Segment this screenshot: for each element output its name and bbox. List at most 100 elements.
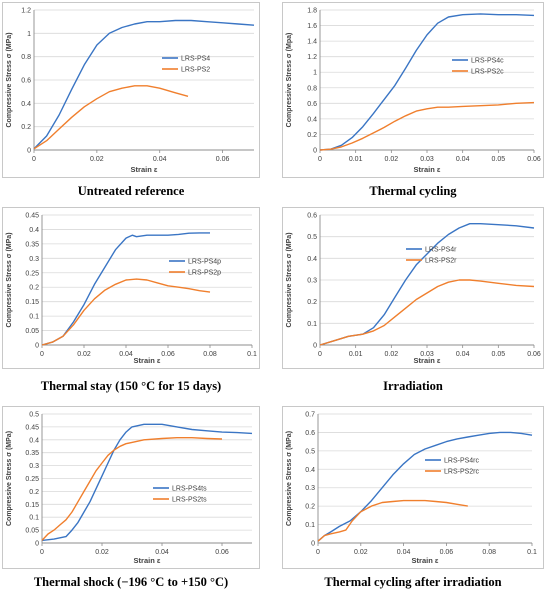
y-tick-label: 0	[27, 148, 31, 155]
series-line-lrs-ps4p	[41, 232, 210, 346]
y-tick-label: 0.4	[29, 227, 39, 234]
y-tick-label: 0.3	[29, 463, 39, 470]
x-axis-label: Strain ε	[414, 165, 441, 174]
y-tick-label: 0.4	[29, 437, 39, 444]
series-line-lrs-ps4rc	[317, 431, 533, 542]
chart-irradiation: 0 0.1 0.2 0.3 0.4 0.5 0.6 0 0.01 0.02 0.03 0.04 0.05…	[282, 207, 544, 369]
y-tick-label: 0.3	[305, 485, 315, 492]
y-tick-label: 0.4	[305, 467, 315, 474]
chart-panel-thermal-shock: 0 0.05 0.1 0.15 0.2 0.25 0.3 0.35 0.4 0.45 0.5 0 0.0…	[2, 406, 260, 569]
chart-thermal-shock: 0 0.05 0.1 0.15 0.2 0.25 0.3 0.35 0.4 0.45 0.5 0 0.0…	[2, 406, 260, 569]
chart-frame	[2, 207, 260, 369]
x-tick-label: 0	[40, 351, 44, 358]
series-line-lrs-ps4	[33, 19, 255, 150]
chart-thermal-stay: 0 0.05 0.1 0.15 0.2 0.25 0.3 0.35 0.4 0.45 0 0.02 0.…	[2, 207, 260, 369]
x-tick-label: 0.02	[95, 549, 109, 556]
y-tick-label: 0.6	[305, 430, 315, 437]
x-tick-label: 0.06	[527, 351, 541, 358]
caption-thermal-cycling: Thermal cycling	[369, 184, 457, 198]
x-tick-label: 0.08	[482, 549, 496, 556]
y-axis-label: Compressive Stress σ (MPa)	[286, 232, 293, 327]
y-tick-label: 0.2	[29, 285, 39, 292]
y-tick-label: 0.6	[307, 101, 317, 108]
y-tick-label: 1.2	[307, 54, 317, 61]
x-axis-label: Strain ε	[134, 356, 161, 365]
y-tick-label: 0.1	[305, 522, 315, 529]
y-tick-label: 0.35	[25, 450, 39, 457]
y-tick-label: 0.15	[25, 502, 39, 509]
caption-thermal-shock: Thermal shock (−196 °C to +150 °C)	[33, 575, 229, 589]
series-line-lrs-ps2p	[41, 278, 211, 346]
series-line-lrs-ps2ts	[41, 437, 223, 541]
series-line-lrs-ps2r	[319, 279, 535, 346]
y-tick-label: 0.35	[25, 241, 39, 248]
y-tick-label: 0.25	[25, 476, 39, 483]
y-tick-label: 0.4	[307, 256, 317, 263]
chart-frame	[282, 207, 544, 369]
series-line-lrs-ps2c	[319, 101, 535, 151]
y-tick-label: 0.05	[25, 328, 39, 335]
series-line-lrs-ps4ts	[41, 423, 253, 542]
x-tick-label: 0.01	[349, 156, 363, 163]
y-tick-label: 0.4	[307, 116, 317, 123]
y-tick-label: 0.2	[307, 299, 317, 306]
y-axis-label: Compressive Stress σ (Mpa)	[286, 33, 293, 128]
y-tick-label: 0.7	[305, 412, 315, 419]
y-axis-label: Compressive Stress σ (MPa)	[6, 232, 13, 327]
x-tick-label: 0	[316, 549, 320, 556]
chart-panel-thermal-cycling: 0 0.2 0.4 0.6 0.8 1 1.2 1.4 1.6 1.8 0 0.01 0.02 0.03 0…	[282, 2, 544, 178]
y-tick-label: 0.3	[307, 278, 317, 285]
x-tick-label: 0.02	[385, 351, 399, 358]
y-tick-label: 0.1	[29, 314, 39, 321]
y-tick-label: 0.5	[307, 234, 317, 241]
legend-label-lrs-ps4ts: LRS-PS4ts	[172, 486, 207, 493]
x-tick-label: 0	[40, 549, 44, 556]
y-tick-label: 0.8	[307, 85, 317, 92]
legend-label-lrs-ps4p: LRS-PS4p	[188, 259, 221, 266]
y-tick-label: 1.4	[307, 39, 317, 46]
chart-panel-irradiation: 0 0.1 0.2 0.3 0.4 0.5 0.6 0 0.01 0.02 0.03 0.04 0.05…	[282, 207, 544, 369]
y-tick-label: 0.8	[21, 54, 31, 61]
chart-panel-cycling-after-irradiation: 0 0.1 0.2 0.3 0.4 0.5 0.6 0.7 0 0.02 0.04 0.06 0.08 0…	[282, 406, 544, 569]
series-line-lrs-ps4c	[319, 13, 535, 151]
x-tick-label: 0.1	[527, 549, 537, 556]
chart-untreated-reference: 0 0.2 0.4 0.6 0.8 1 1.2 0 0.02 0.04 0.06 Strain ε Co…	[2, 2, 260, 178]
caption-thermal-stay: Thermal stay (150 °C for 15 days)	[40, 379, 222, 393]
legend-label-lrs-ps2r: LRS-PS2r	[425, 258, 457, 265]
y-tick-label: 0.5	[29, 412, 39, 419]
y-tick-label: 0.4	[21, 101, 31, 108]
x-tick-label: 0.04	[119, 351, 133, 358]
y-tick-label: 0.15	[25, 299, 39, 306]
y-axis-label: Compressive Stress σ (MPa)	[286, 431, 293, 526]
x-tick-label: 0.06	[527, 156, 541, 163]
y-tick-label: 0.2	[307, 132, 317, 139]
series-line-lrs-ps2	[33, 85, 189, 150]
legend-label-lrs-ps2ts: LRS-PS2ts	[172, 497, 207, 504]
x-tick-label: 0.06	[161, 351, 175, 358]
x-tick-label: 0.02	[77, 351, 91, 358]
y-tick-label: 0.5	[305, 448, 315, 455]
x-tick-label: 0.08	[203, 351, 217, 358]
x-tick-label: 0.02	[354, 549, 368, 556]
x-tick-label: 0	[32, 156, 36, 163]
x-tick-label: 0.04	[155, 549, 169, 556]
legend-label-lrs-ps2: LRS-PS2	[181, 67, 210, 74]
y-tick-label: 1	[313, 70, 317, 77]
y-tick-label: 0.3	[29, 256, 39, 263]
x-tick-label: 0.04	[456, 351, 470, 358]
y-axis-label: Compressive Stress σ (MPa)	[6, 431, 13, 526]
y-tick-label: 0	[313, 343, 317, 350]
x-tick-label: 0.04	[397, 549, 411, 556]
legend-label-lrs-ps2c: LRS-PS2c	[471, 69, 504, 76]
x-tick-label: 0	[318, 351, 322, 358]
x-axis-label: Strain ε	[414, 356, 441, 365]
x-tick-label: 0.03	[420, 351, 434, 358]
legend-label-lrs-ps4c: LRS-PS4c	[471, 58, 504, 65]
chart-cycling-after-irradiation: 0 0.1 0.2 0.3 0.4 0.5 0.6 0.7 0 0.02 0.04 0.06 0.08 0…	[282, 406, 544, 569]
x-tick-label: 0	[318, 156, 322, 163]
caption-untreated-reference: Untreated reference	[77, 184, 185, 198]
chart-panel-thermal-stay: 0 0.05 0.1 0.15 0.2 0.25 0.3 0.35 0.4 0.45 0 0.02 0.…	[2, 207, 260, 369]
x-axis-label: Strain ε	[131, 165, 158, 174]
y-tick-label: 0.05	[25, 528, 39, 535]
chart-frame	[282, 2, 544, 178]
